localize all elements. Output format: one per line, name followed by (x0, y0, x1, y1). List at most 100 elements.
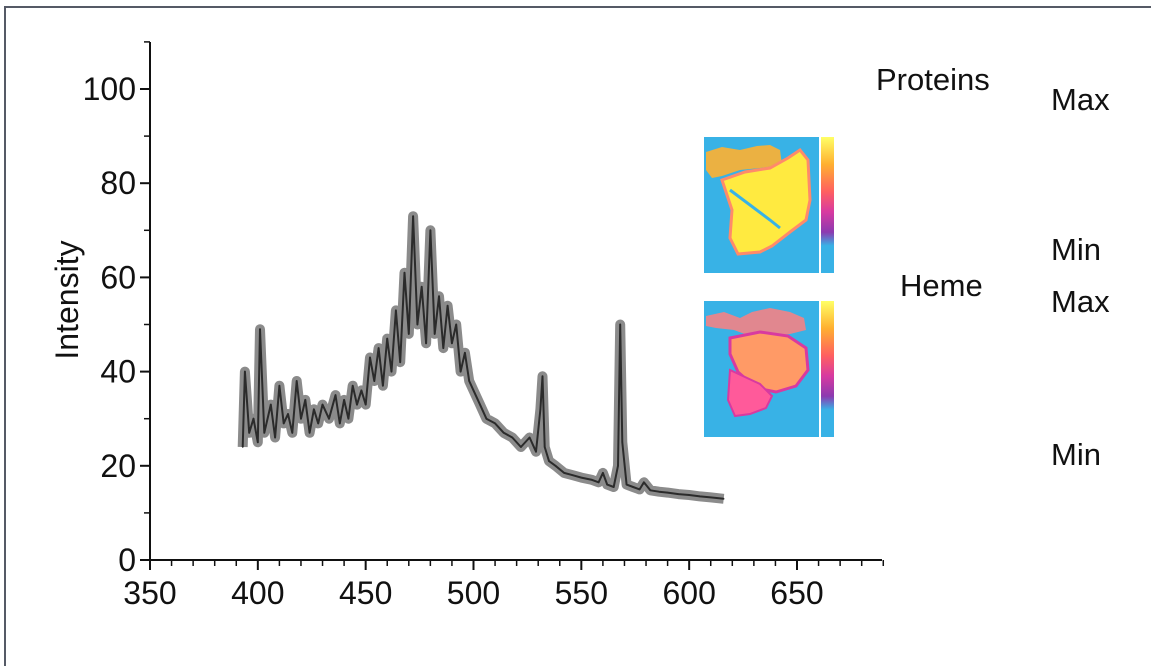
spectrum-chart: 350 400 450 500 550 600 650 0 20 40 60 80 100 Intens… (49, 41, 885, 611)
spectrum-point (649, 489, 652, 492)
spectrum-point (591, 479, 593, 481)
spectrum-point (597, 481, 600, 484)
spectrum-point (291, 432, 294, 434)
spectrum-point (343, 399, 345, 401)
spectrum-point (548, 460, 550, 462)
spectrum-point (373, 380, 376, 382)
heme-map-image (704, 301, 834, 437)
spectrum-point (241, 446, 244, 448)
spectrum-point (468, 380, 470, 382)
proteins-colorbar (820, 137, 834, 273)
spectrum-point (528, 436, 531, 439)
spectrum-point (479, 403, 481, 406)
y-tick-label: 100 (83, 71, 136, 107)
spectrum-point (300, 417, 302, 420)
spectrum-point (347, 417, 350, 420)
spectrum-point (248, 432, 251, 434)
spectrum-point (321, 403, 324, 406)
spectrum-point (563, 472, 565, 474)
spectrum-point (278, 384, 281, 387)
spectrum-point (282, 422, 285, 425)
spectrum-point (543, 446, 546, 448)
spectrum-point (446, 304, 449, 307)
y-tick-label: 20 (100, 448, 136, 484)
spectrum-point (472, 389, 475, 392)
spectrum-point (539, 408, 542, 411)
spectrum-point (356, 403, 358, 406)
x-tick-label: 450 (339, 575, 392, 611)
spectrum-point (364, 403, 367, 406)
proteins-map-image (704, 137, 834, 273)
spectrum-point (408, 333, 410, 335)
spectrum-point (328, 417, 330, 420)
spectrum-point (643, 481, 645, 484)
proteins-max-label: Max (1051, 82, 1110, 117)
proteins-min-label: Min (1051, 232, 1101, 267)
figure-frame (4, 6, 1151, 666)
spectrum-point (433, 333, 436, 335)
spectrum-point (338, 422, 341, 425)
spectrum-point (395, 309, 397, 312)
spectrum-point (511, 436, 514, 439)
spectrum-point (429, 229, 432, 232)
spectrum-point (535, 450, 537, 453)
spectrum-point (274, 436, 276, 439)
x-tick-label: 600 (662, 575, 715, 611)
spectrum-point (377, 347, 380, 349)
spectrum-point (699, 495, 701, 498)
heme-label: Heme (900, 268, 983, 303)
y-tick-label: 80 (100, 165, 136, 201)
spectrum-point (382, 384, 384, 387)
y-axis-label: Intensity (49, 240, 85, 359)
spectrum-point (412, 215, 414, 217)
chart-ticks (140, 41, 885, 570)
spectrum-point (451, 342, 453, 345)
spectrum-point (263, 432, 266, 434)
spectrum-point (666, 491, 669, 494)
y-tick-label: 0 (118, 542, 136, 578)
spectrum-point (688, 494, 690, 496)
spectrum-point (390, 370, 393, 373)
spectrum-point (244, 370, 246, 373)
spectrum-point (313, 408, 315, 411)
spectrum-point (459, 370, 462, 373)
heme-colorbar (820, 301, 834, 437)
spectrum-point (442, 347, 445, 349)
spectrum-point (403, 271, 406, 274)
spectrum-point (295, 380, 298, 382)
y-tick-label: 40 (100, 354, 136, 390)
spectrum-point (386, 337, 389, 340)
x-tick-label: 550 (555, 575, 608, 611)
spectrum-point (287, 413, 289, 415)
spectrum-point (252, 417, 255, 420)
spectrum-point (571, 474, 574, 477)
spectrum-line (241, 215, 724, 500)
spectrum-point (317, 422, 320, 425)
spectrum-point (606, 483, 609, 486)
x-tick-label: 650 (770, 575, 823, 611)
spectrum-point (625, 483, 628, 486)
y-tick-label: 60 (100, 259, 136, 295)
spectrum-point (351, 384, 354, 387)
heme-min-label: Min (1051, 437, 1101, 472)
x-tick-label: 400 (231, 575, 284, 611)
spectrum-point (360, 389, 363, 392)
spectrum-point (619, 323, 621, 326)
spectrum-point (494, 422, 496, 425)
spectrum-point (304, 399, 307, 401)
spectrum-point (520, 446, 522, 448)
spectrum-point (502, 432, 505, 434)
spectrum-point (554, 465, 557, 467)
heme-max-label: Max (1051, 284, 1110, 319)
spectrum-point (399, 361, 401, 363)
spectrum-point (617, 465, 619, 467)
spectrum-point (632, 486, 634, 488)
spectrum-point (677, 493, 680, 495)
spectrum-point (638, 488, 641, 491)
spectrum-point (308, 432, 311, 434)
spectrum-point (621, 441, 624, 444)
spectrum-point (416, 323, 419, 326)
spectrum-point (420, 286, 423, 288)
spectrum-point (709, 496, 712, 499)
spectrum-point (722, 497, 725, 500)
